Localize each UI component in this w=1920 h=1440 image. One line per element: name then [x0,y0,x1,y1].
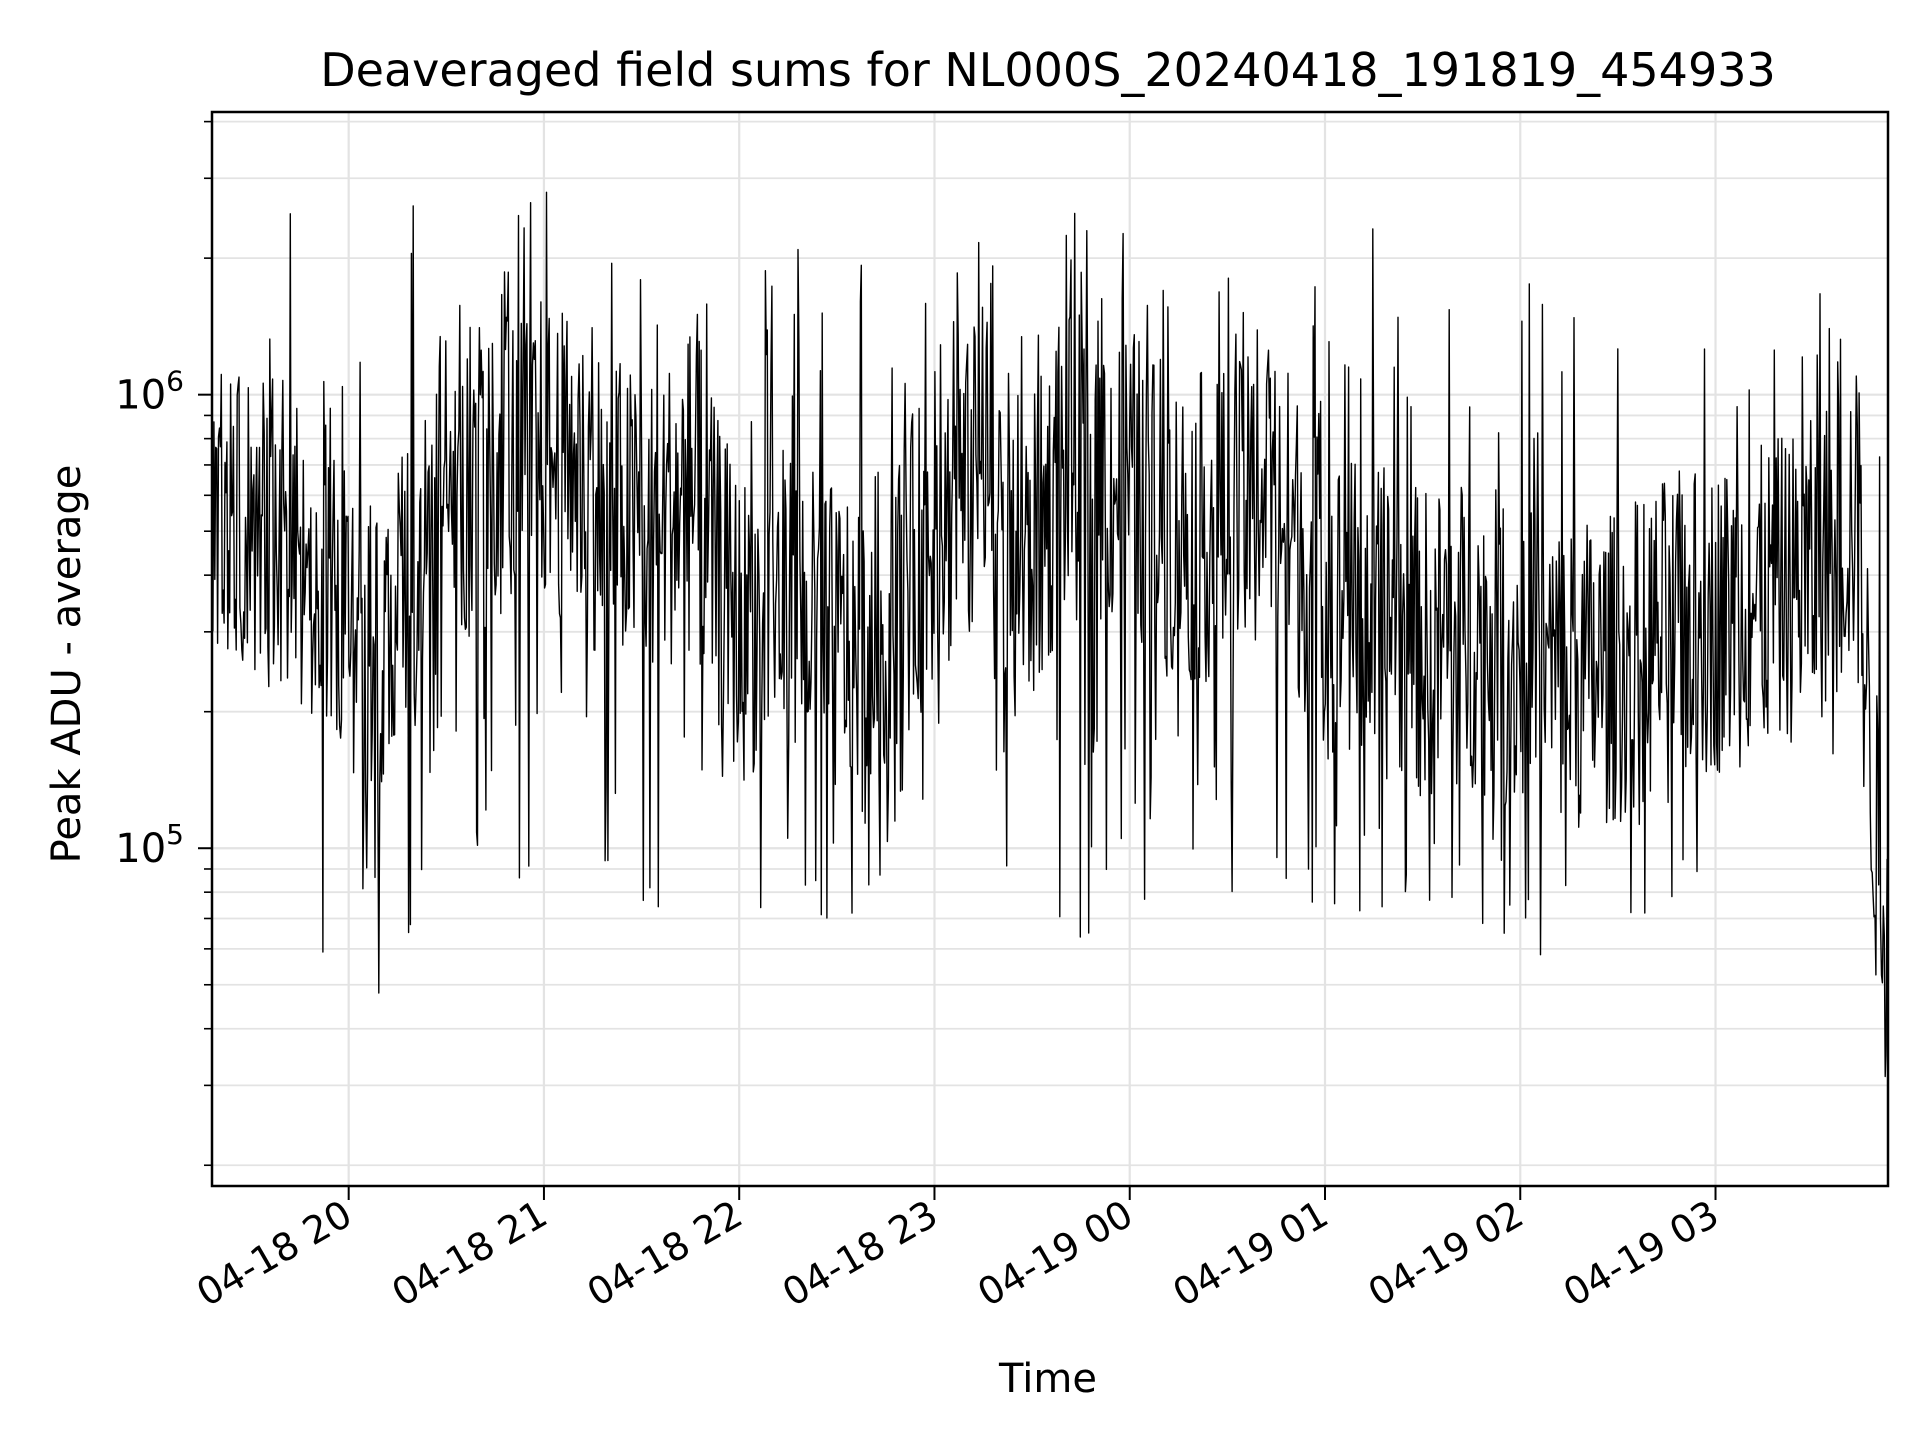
x-tick-label: 04-18 20 [189,1192,359,1316]
series-line [211,191,1889,1078]
y-axis-label: Peak ADU - average [44,465,90,864]
x-tick-label: 04-19 01 [1166,1192,1336,1316]
plot-frame [210,110,1890,1188]
x-axis: 04-18 20 04-18 21 04-18 22 04-18 23 04-19 00… [189,1186,1726,1315]
y-tick-label: 106 [115,365,184,419]
x-tick-label: 04-19 02 [1361,1192,1531,1316]
x-axis-label: Time [998,1356,1097,1402]
x-tick-label: 04-18 21 [384,1192,554,1316]
x-tick-label: 04-18 22 [580,1192,750,1316]
x-tick-label: 04-19 00 [970,1192,1140,1316]
x-tick-label: 04-18 23 [775,1192,945,1316]
plot-area: 04-18 20 04-18 21 04-18 22 04-18 23 04-19 00… [115,110,1890,1315]
chart-title: Deaveraged field sums for NL000S_2024041… [320,43,1776,97]
x-tick-label: 04-19 03 [1556,1192,1726,1316]
y-axis: 105 106 [115,120,212,1167]
y-tick-label: 105 [115,818,184,872]
